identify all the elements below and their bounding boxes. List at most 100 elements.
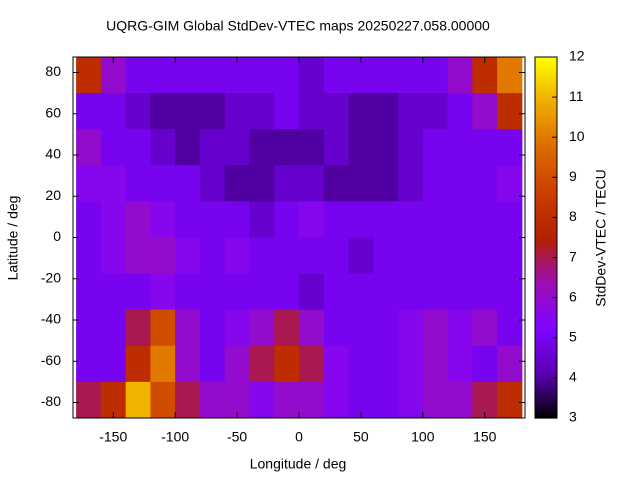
colorbar-step	[535, 354, 557, 359]
colorbar-tick-label: 9	[569, 168, 577, 184]
heatmap-cell	[348, 165, 374, 202]
heatmap-cell	[199, 165, 226, 202]
x-tick-label: -150	[99, 429, 127, 445]
y-tick-label: 20	[45, 187, 61, 203]
colorbar-step	[535, 162, 557, 166]
heatmap-cell	[497, 381, 523, 419]
colorbar-step	[535, 78, 557, 82]
heatmap-cell	[497, 93, 523, 130]
colorbar-step	[535, 129, 557, 133]
colorbar-step	[535, 378, 557, 383]
heatmap-cell	[348, 309, 374, 347]
heatmap-cell	[422, 201, 449, 238]
heatmap-cell	[398, 57, 424, 94]
colorbar-step	[535, 219, 557, 224]
heatmap-cell	[224, 309, 250, 347]
colorbar-step	[535, 198, 557, 202]
heatmap-cell	[125, 381, 151, 419]
heatmap-cell	[447, 129, 473, 166]
heatmap-cell	[125, 129, 151, 166]
colorbar-step	[535, 111, 557, 115]
heatmap-cell	[274, 93, 300, 130]
colorbar-step	[535, 117, 557, 121]
colorbar-step	[535, 99, 557, 103]
heatmap-cell	[472, 129, 498, 166]
heatmap-cell	[249, 165, 275, 202]
heatmap-cell	[224, 93, 250, 130]
heatmap-cell	[249, 129, 275, 166]
colorbar-step	[535, 351, 557, 356]
heatmap-cell	[323, 381, 350, 419]
heatmap-cell	[299, 57, 325, 94]
heatmap-cell	[472, 57, 498, 94]
colorbar-tick-label: 6	[569, 288, 577, 304]
heatmap-cell	[348, 129, 374, 166]
colorbar-step	[535, 264, 557, 269]
x-tick-label: 150	[473, 429, 497, 445]
heatmap-cell	[125, 57, 151, 94]
heatmap-cell	[150, 129, 176, 166]
heatmap-cell	[150, 273, 176, 311]
heatmap-cell	[76, 345, 102, 383]
heatmap-cell	[224, 273, 250, 311]
colorbar-step	[535, 141, 557, 145]
heatmap-cell	[76, 273, 102, 311]
heatmap-cell	[398, 201, 424, 238]
heatmap-cell	[100, 345, 127, 383]
heatmap-cell	[175, 381, 201, 419]
colorbar-step	[535, 135, 557, 139]
heatmap-cell	[348, 57, 374, 94]
heatmap-cell	[175, 93, 201, 130]
heatmap-cell	[422, 165, 449, 202]
heatmap-cell	[472, 237, 498, 275]
x-axis-label: Longitude / deg	[250, 456, 347, 472]
colorbar-step	[535, 63, 557, 67]
heatmap-cell	[150, 57, 176, 94]
colorbar-step	[535, 213, 557, 218]
heatmap-cell	[175, 201, 201, 238]
heatmap-cell	[249, 237, 275, 275]
colorbar-step	[535, 138, 557, 142]
colorbar-step	[535, 96, 557, 100]
colorbar-step	[535, 312, 557, 317]
heatmap-cell	[348, 237, 374, 275]
heatmap-cell	[199, 129, 226, 166]
heatmap-cell	[299, 381, 325, 419]
colorbar-step	[535, 246, 557, 251]
colorbar-step	[535, 183, 557, 187]
colorbar-step	[535, 330, 557, 335]
colorbar-step	[535, 315, 557, 320]
heatmap-cell	[323, 345, 350, 383]
colorbar-step	[535, 291, 557, 296]
colorbar-tick-label: 7	[569, 248, 577, 264]
heatmap-cell	[447, 273, 473, 311]
heatmap-cell	[199, 345, 226, 383]
colorbar: 3 4 5 6 7 8 9 10 11 12	[534, 48, 585, 425]
heatmap-cell	[497, 309, 523, 347]
heatmap-cell	[497, 201, 523, 238]
heatmap-cell	[299, 237, 325, 275]
colorbar-step	[535, 273, 557, 278]
heatmap-cell	[373, 165, 399, 202]
colorbar-step	[535, 210, 557, 215]
heatmap-cell	[249, 345, 275, 383]
colorbar-step	[535, 192, 557, 196]
heatmap-cell	[348, 201, 374, 238]
heatmap-cell	[199, 237, 226, 275]
heatmap-cell	[125, 273, 151, 311]
colorbar-step	[535, 249, 557, 254]
colorbar-step	[535, 207, 557, 212]
heatmap-cell	[373, 129, 399, 166]
heatmap-cell	[150, 201, 176, 238]
heatmap-cell	[249, 93, 275, 130]
heatmap-cell	[472, 201, 498, 238]
heatmap-cell	[175, 165, 201, 202]
colorbar-step	[535, 387, 557, 392]
colorbar-step	[535, 180, 557, 184]
heatmap-cell	[175, 309, 201, 347]
colorbar-step	[535, 405, 557, 410]
colorbar-step	[535, 231, 557, 236]
heatmap-cell	[274, 165, 300, 202]
colorbar-step	[535, 216, 557, 221]
heatmap-cell	[199, 309, 226, 347]
